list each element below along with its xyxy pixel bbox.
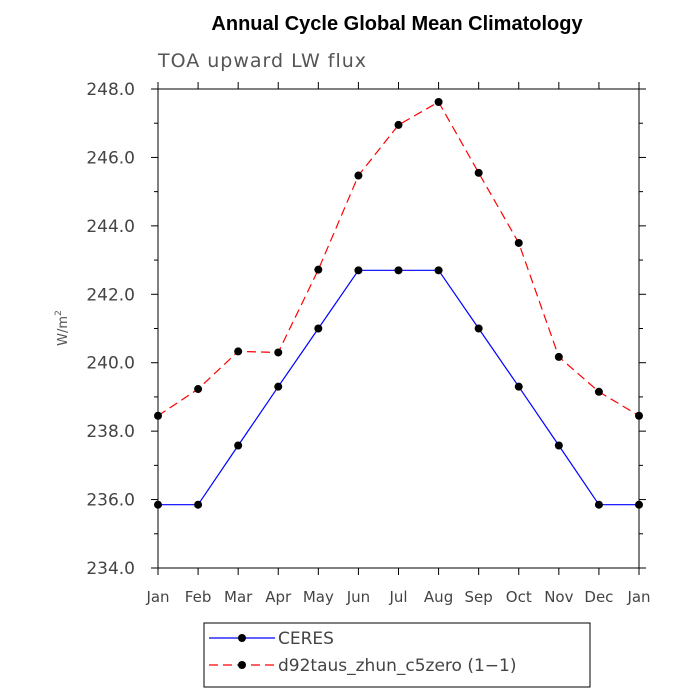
data-point [314, 265, 323, 274]
data-point [514, 238, 523, 247]
plot-frame [157, 88, 640, 569]
data-point [274, 348, 283, 357]
data-point [554, 441, 563, 450]
data-point [434, 98, 443, 107]
data-point [394, 266, 403, 275]
data-point [514, 382, 523, 391]
y-tick-label: 238.0 [86, 422, 135, 442]
data-point [274, 382, 283, 391]
series-line-1 [157, 101, 640, 417]
x-tick-label: Sep [465, 588, 493, 606]
x-tick-label: Jan [145, 588, 169, 606]
x-tick-label: Apr [265, 588, 292, 606]
data-point [635, 411, 643, 420]
series-layer [154, 98, 643, 509]
data-point [354, 171, 363, 180]
data-point [594, 500, 603, 509]
data-point [234, 441, 243, 450]
series-line-0 [158, 269, 639, 506]
data-point [354, 266, 363, 275]
y-tick-label: 244.0 [86, 217, 135, 237]
legend-label: d92taus_zhun_c5zero (1−1) [278, 656, 517, 676]
data-point [154, 500, 162, 509]
chart-title: Annual Cycle Global Mean Climatology [211, 13, 583, 35]
x-tick-label: Oct [506, 588, 532, 606]
x-tick-label: Jan [626, 588, 650, 606]
x-tick-label: May [303, 588, 334, 606]
x-tick-label: Aug [424, 588, 453, 606]
axis-ticks: 234.0 236.0 238.0 240.0 242.0 244.0 246.0 248.0… [86, 80, 650, 606]
y-axis-label: W/m2 [54, 310, 71, 346]
legend: CERES d92taus_zhun_c5zero (1−1) [203, 622, 591, 688]
x-tick-label: Mar [224, 588, 253, 606]
data-point [194, 500, 203, 509]
data-point [594, 387, 603, 396]
legend-marker [238, 661, 246, 669]
x-tick-label: Dec [584, 588, 613, 606]
y-tick-label: 246.0 [86, 148, 135, 168]
data-point [635, 500, 643, 509]
y-tick-label: 242.0 [86, 285, 135, 305]
x-tick-label: Nov [544, 588, 573, 606]
data-point [474, 168, 483, 177]
legend-marker [238, 634, 246, 642]
data-point [434, 266, 443, 275]
x-tick-label: Jun [346, 588, 370, 606]
data-point [154, 411, 162, 420]
legend-box [203, 622, 591, 688]
data-point [194, 385, 203, 394]
y-tick-label: 236.0 [86, 491, 135, 511]
chart-subtitle: TOA upward LW flux [157, 50, 367, 72]
svg-text:W/m2: W/m2 [54, 310, 71, 346]
x-tick-label: Jul [388, 588, 407, 606]
data-point [234, 347, 243, 356]
y-tick-label: 248.0 [86, 80, 135, 100]
data-point [394, 120, 403, 129]
y-tick-label: 234.0 [86, 559, 135, 579]
data-point [314, 324, 323, 333]
legend-label: CERES [278, 629, 334, 649]
x-tick-label: Feb [185, 588, 212, 606]
data-point [474, 324, 483, 333]
data-point [554, 352, 563, 361]
y-tick-label: 240.0 [86, 354, 135, 374]
